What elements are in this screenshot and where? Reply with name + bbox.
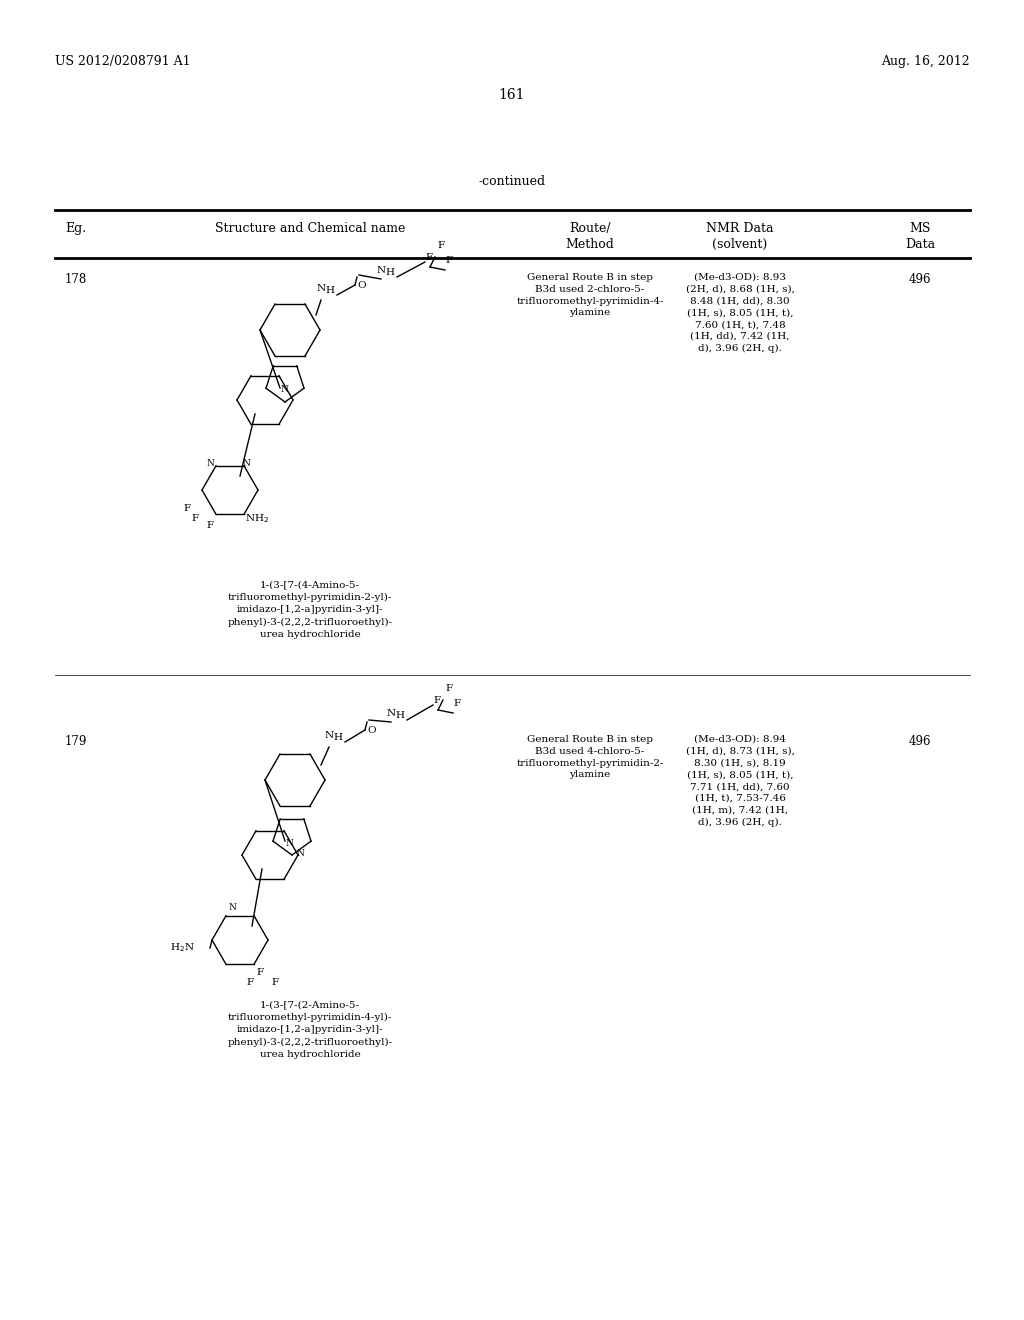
Text: O: O: [367, 726, 376, 735]
Text: H: H: [333, 733, 342, 742]
Text: 1-(3-[7-(2-Amino-5-
trifluoromethyl-pyrimidin-4-yl)-
imidazo-[1,2-a]pyridin-3-yl: 1-(3-[7-(2-Amino-5- trifluoromethyl-pyri…: [227, 1001, 392, 1060]
Text: Method: Method: [565, 238, 614, 251]
Text: H: H: [325, 286, 334, 294]
Text: Structure and Chemical name: Structure and Chemical name: [215, 222, 406, 235]
Text: General Route B in step
B3d used 4-chloro-5-
trifluoromethyl-pyrimidin-2-
ylamin: General Route B in step B3d used 4-chlor…: [516, 735, 664, 779]
Text: H: H: [395, 711, 404, 719]
Text: F: F: [437, 242, 444, 249]
Text: (Me-d3-OD): 8.93
(2H, d), 8.68 (1H, s),
8.48 (1H, dd), 8.30
(1H, s), 8.05 (1H, t: (Me-d3-OD): 8.93 (2H, d), 8.68 (1H, s), …: [685, 273, 795, 352]
Text: F: F: [271, 978, 279, 987]
Text: F: F: [191, 513, 199, 523]
Text: N: N: [286, 840, 293, 849]
Text: N: N: [377, 267, 386, 275]
Text: Eg.: Eg.: [65, 222, 86, 235]
Text: General Route B in step
B3d used 2-chloro-5-
trifluoromethyl-pyrimidin-4-
ylamin: General Route B in step B3d used 2-chlor…: [516, 273, 664, 317]
Text: N: N: [387, 709, 396, 718]
Text: US 2012/0208791 A1: US 2012/0208791 A1: [55, 55, 190, 69]
Text: F: F: [445, 256, 453, 265]
Text: F: F: [183, 504, 190, 513]
Text: MS: MS: [909, 222, 931, 235]
Text: 496: 496: [908, 735, 931, 748]
Text: F: F: [433, 696, 440, 705]
Text: NH$_2$: NH$_2$: [245, 512, 269, 525]
Text: 1-(3-[7-(4-Amino-5-
trifluoromethyl-pyrimidin-2-yl)-
imidazo-[1,2-a]pyridin-3-yl: 1-(3-[7-(4-Amino-5- trifluoromethyl-pyri…: [227, 579, 392, 639]
Text: N: N: [281, 384, 288, 393]
Text: F: F: [453, 700, 460, 708]
Text: (solvent): (solvent): [713, 238, 768, 251]
Text: H$_2$N: H$_2$N: [170, 941, 195, 954]
Text: 179: 179: [65, 735, 87, 748]
Text: N: N: [296, 849, 304, 858]
Text: (Me-d3-OD): 8.94
(1H, d), 8.73 (1H, s),
8.30 (1H, s), 8.19
(1H, s), 8.05 (1H, t): (Me-d3-OD): 8.94 (1H, d), 8.73 (1H, s), …: [685, 735, 795, 826]
Text: 178: 178: [65, 273, 87, 286]
Text: F: F: [445, 684, 453, 693]
Text: F: F: [425, 253, 432, 261]
Text: F: F: [247, 978, 254, 987]
Text: N: N: [317, 284, 326, 293]
Text: 161: 161: [499, 88, 525, 102]
Text: O: O: [357, 281, 366, 290]
Text: NMR Data: NMR Data: [707, 222, 774, 235]
Text: N: N: [206, 459, 214, 469]
Text: H: H: [385, 268, 394, 277]
Text: F: F: [256, 968, 263, 977]
Text: Route/: Route/: [569, 222, 610, 235]
Text: -continued: -continued: [478, 176, 546, 187]
Text: N: N: [228, 903, 236, 912]
Text: N: N: [325, 731, 334, 741]
Text: Data: Data: [905, 238, 935, 251]
Text: Aug. 16, 2012: Aug. 16, 2012: [882, 55, 970, 69]
Text: N: N: [242, 459, 250, 469]
Text: F: F: [207, 521, 214, 531]
Text: 496: 496: [908, 273, 931, 286]
